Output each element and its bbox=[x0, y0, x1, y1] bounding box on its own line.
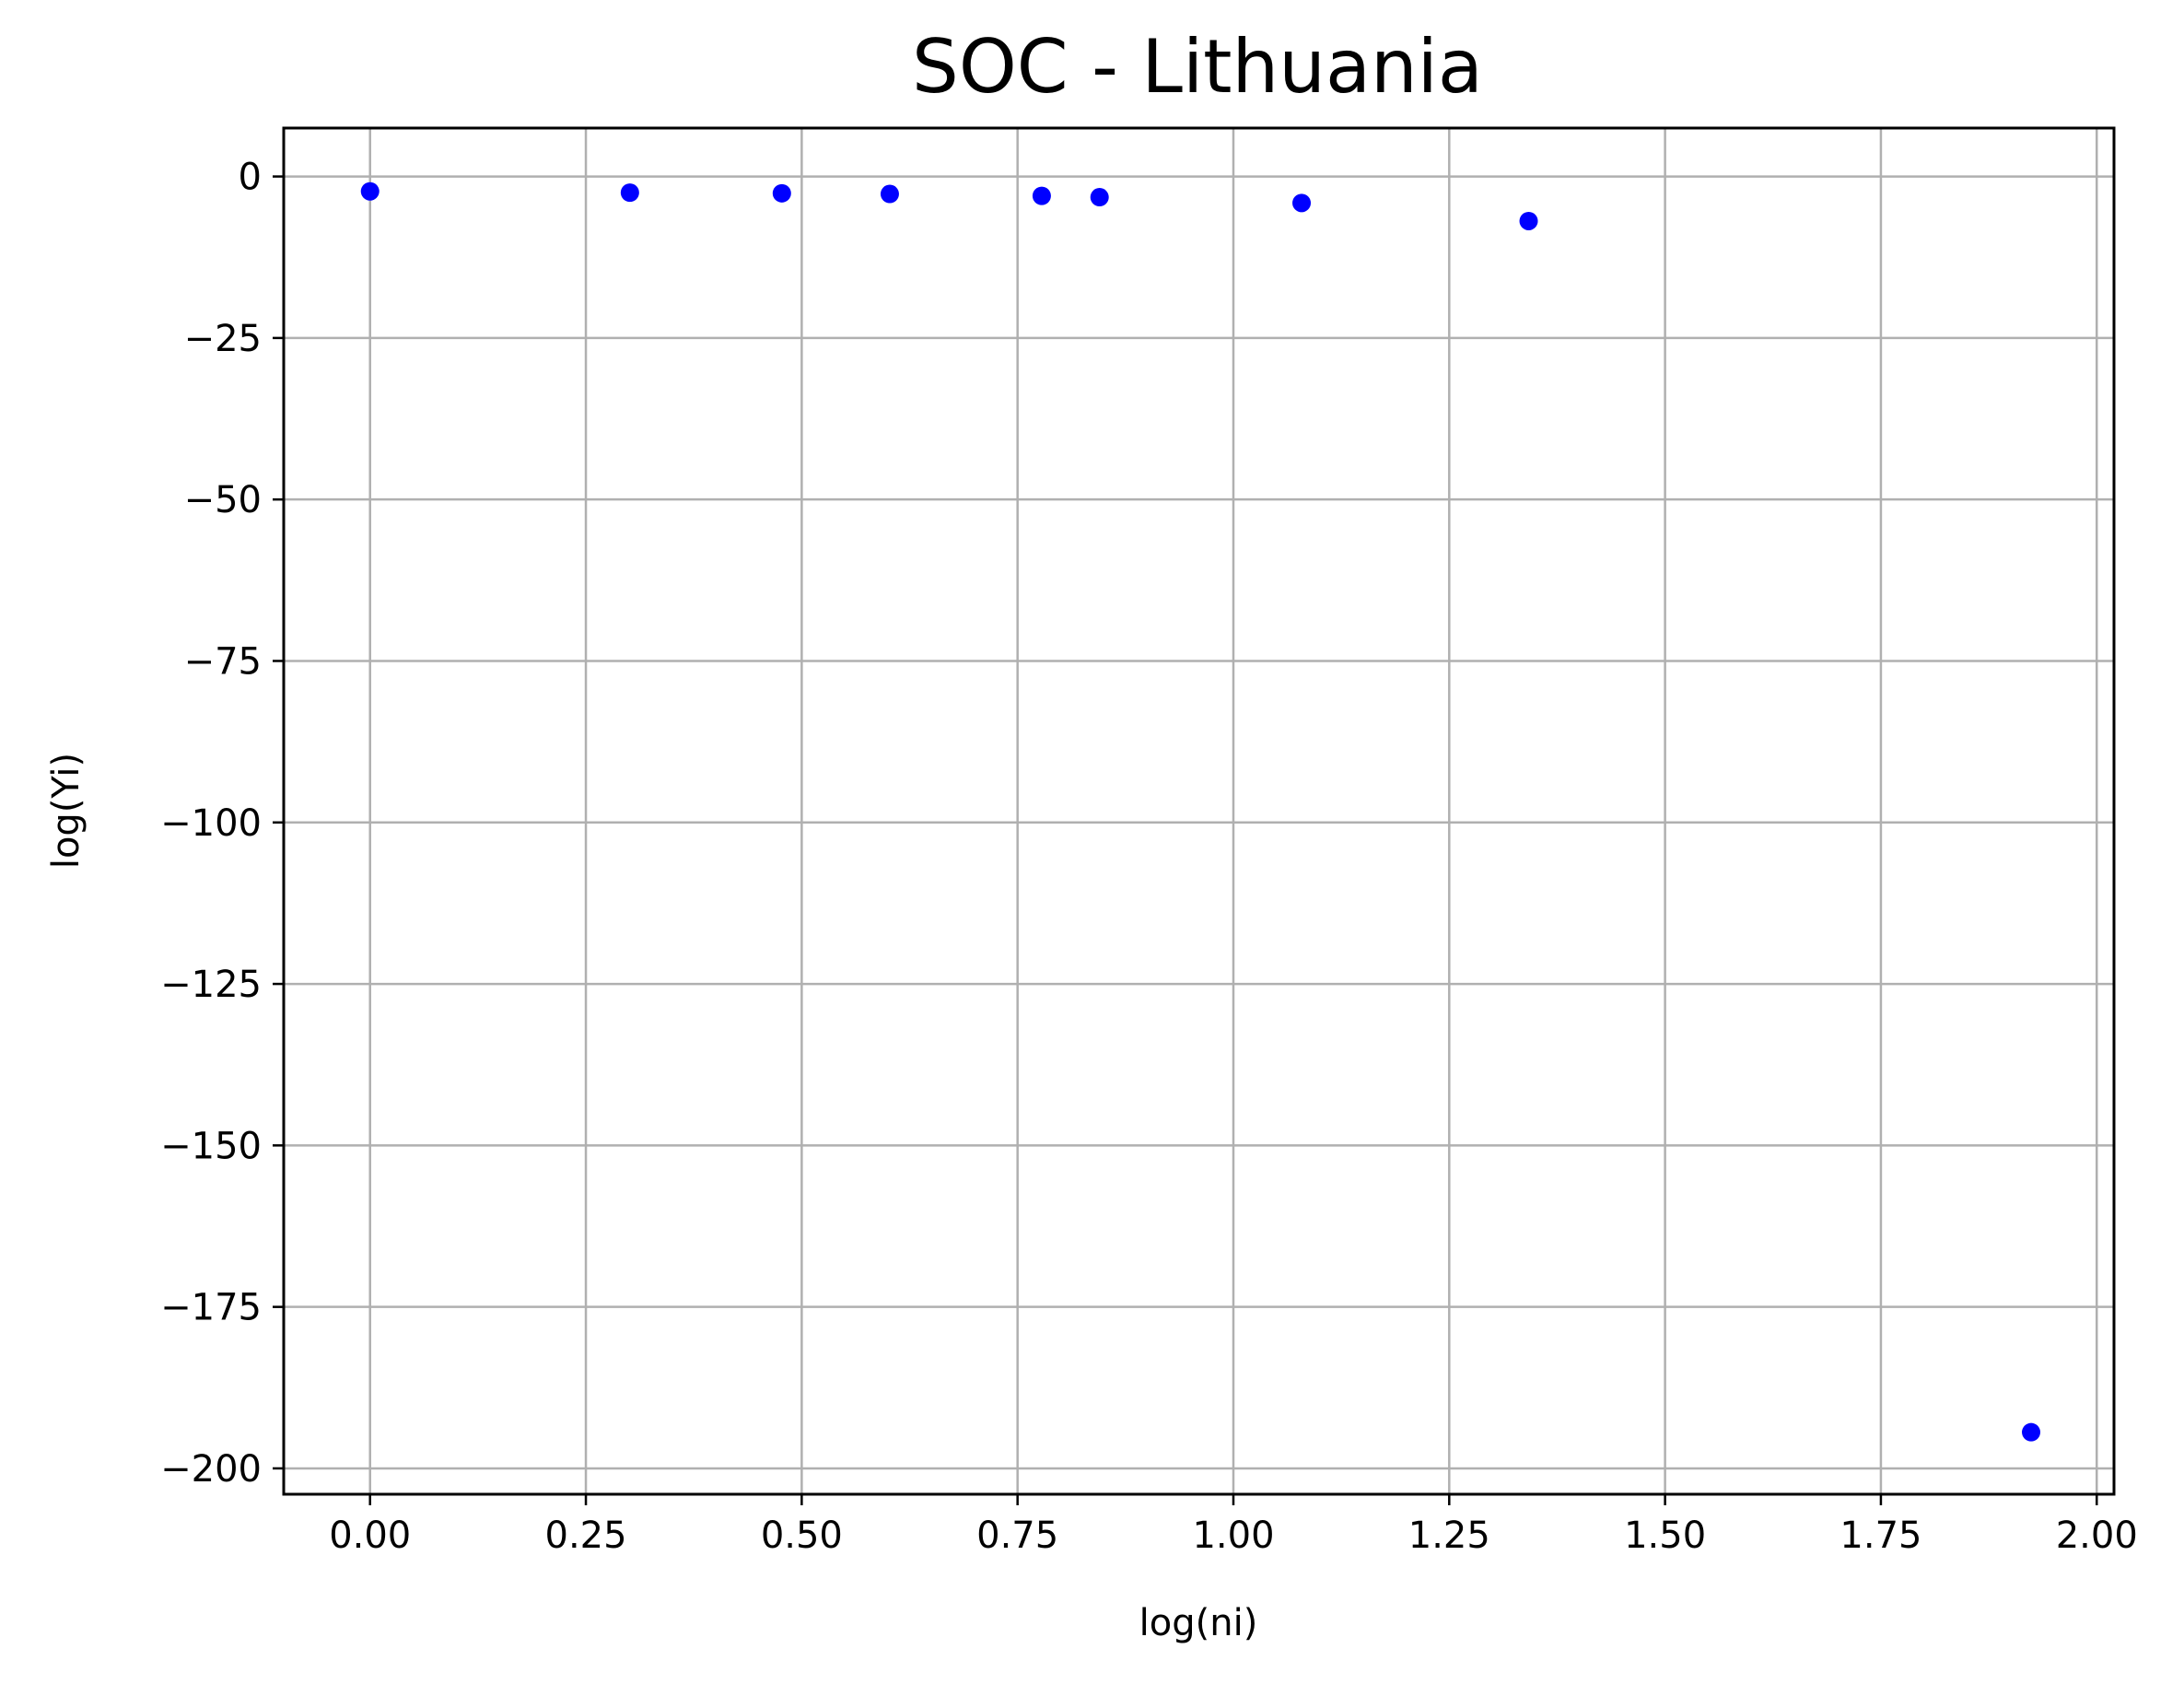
y-tick-label: −75 bbox=[184, 640, 262, 683]
data-point bbox=[2022, 1422, 2041, 1442]
data-point bbox=[1519, 211, 1538, 230]
data-point bbox=[1292, 193, 1312, 213]
y-axis-label: log(Yi) bbox=[45, 753, 88, 869]
grid bbox=[284, 128, 2114, 1494]
x-tick-label: 0.00 bbox=[329, 1514, 411, 1557]
y-tick-label: 0 bbox=[239, 157, 262, 199]
x-tick-label: 0.25 bbox=[545, 1514, 627, 1557]
data-point bbox=[1090, 188, 1109, 207]
x-tick-label: 0.75 bbox=[976, 1514, 1058, 1557]
x-axis-label: log(ni) bbox=[1139, 1602, 1258, 1644]
data-point bbox=[772, 183, 791, 203]
x-tick-label: 1.25 bbox=[1408, 1514, 1490, 1557]
data-point bbox=[1032, 186, 1051, 205]
x-tick-label: 2.00 bbox=[2056, 1514, 2138, 1557]
chart-title: SOC - Lithuania bbox=[912, 24, 1483, 110]
y-tick-label: −150 bbox=[160, 1125, 262, 1167]
y-tick-label: −175 bbox=[160, 1287, 262, 1329]
data-points bbox=[360, 181, 2041, 1442]
y-tick-label: −100 bbox=[160, 802, 262, 845]
plot-frame bbox=[282, 126, 2116, 1496]
axis-ticks: 0.00 0.25 0.50 0.75 1.00 1.25 1.50 1.75 2.00 0 −25… bbox=[160, 157, 2138, 1557]
y-tick-label: −200 bbox=[160, 1448, 262, 1491]
y-tick-label: −125 bbox=[160, 964, 262, 1006]
data-point bbox=[880, 184, 899, 204]
x-tick-label: 1.50 bbox=[1624, 1514, 1706, 1557]
x-tick-label: 0.50 bbox=[761, 1514, 843, 1557]
y-tick-label: −25 bbox=[184, 318, 262, 360]
x-tick-label: 1.75 bbox=[1839, 1514, 1921, 1557]
data-point bbox=[620, 183, 639, 203]
data-point bbox=[360, 181, 380, 201]
y-tick-label: −50 bbox=[184, 479, 262, 521]
x-tick-label: 1.00 bbox=[1192, 1514, 1274, 1557]
